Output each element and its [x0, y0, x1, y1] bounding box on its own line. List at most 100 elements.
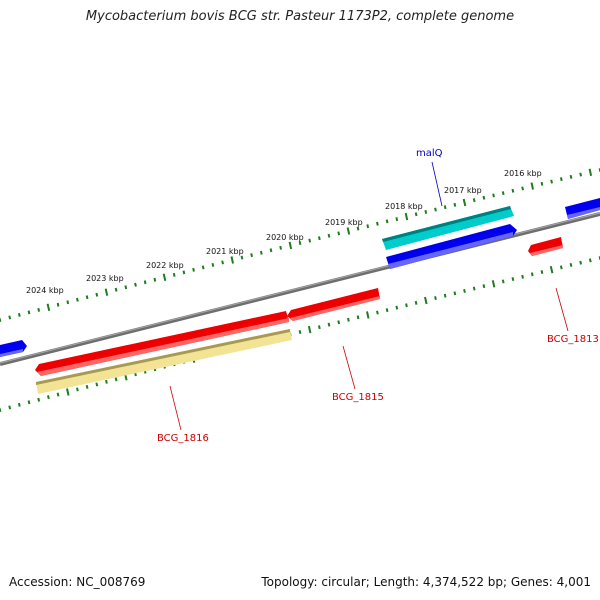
gene-BCG_1816[interactable] — [35, 311, 289, 376]
minor-tick — [56, 302, 60, 307]
minor-tick — [221, 260, 224, 265]
minor-tick — [298, 241, 302, 246]
minor-tick — [153, 277, 157, 282]
kbp-label-2024: 2024 kbp — [26, 286, 64, 295]
minor-tick — [356, 226, 360, 231]
minor-tick — [453, 291, 457, 296]
minor-tick — [18, 313, 21, 317]
minor-tick — [259, 250, 263, 255]
minor-tick — [124, 285, 128, 290]
gene-forward-left[interactable] — [0, 340, 27, 357]
minor-tick — [579, 260, 582, 265]
minor-tick — [8, 315, 12, 320]
minor-tick — [569, 262, 573, 267]
major-tick — [66, 388, 70, 396]
genome-backbone-highlight — [0, 212, 600, 364]
minor-tick — [511, 188, 515, 193]
minor-tick — [318, 325, 321, 330]
major-tick — [288, 241, 293, 250]
minor-tick — [47, 395, 50, 400]
minor-tick — [501, 191, 505, 196]
major-tick — [46, 303, 51, 312]
minor-tick — [27, 310, 31, 315]
minor-tick — [172, 272, 176, 277]
major-tick — [230, 256, 234, 264]
minor-tick — [37, 307, 41, 312]
minor-tick — [327, 233, 331, 238]
kbp-label-2019: 2019 kbp — [325, 218, 363, 227]
major-tick — [424, 296, 428, 305]
gene-BCG_1815[interactable] — [287, 288, 380, 321]
minor-tick — [463, 288, 466, 293]
minor-tick — [85, 384, 89, 389]
minor-tick — [240, 255, 244, 260]
minor-tick — [511, 277, 515, 282]
minor-tick — [143, 280, 147, 285]
kbp-label-2017: 2017 kbp — [444, 186, 482, 195]
minor-tick — [27, 400, 31, 405]
kbp-label-2023: 2023 kbp — [86, 274, 124, 283]
major-tick — [462, 198, 467, 207]
minor-tick — [376, 221, 379, 226]
gene-label-malQ[interactable]: malQ — [416, 148, 443, 159]
major-tick — [104, 288, 109, 296]
minor-tick — [269, 248, 273, 253]
accession-text: Accession: NC_008769 — [9, 575, 146, 589]
minor-tick — [521, 274, 524, 279]
kbp-label-2021: 2021 kbp — [206, 247, 244, 256]
minor-tick — [76, 387, 79, 392]
major-tick — [549, 265, 554, 274]
minor-tick — [37, 397, 41, 402]
minor-tick — [201, 265, 205, 270]
gene-BCG_1813[interactable] — [528, 237, 563, 256]
kbp-label-2022: 2022 kbp — [146, 261, 184, 270]
minor-tick — [385, 219, 389, 224]
major-tick — [404, 212, 409, 221]
minor-tick — [95, 292, 99, 297]
gene-label-BCG_1813[interactable]: BCG_1813 — [547, 334, 599, 345]
malQ-leader — [431, 161, 443, 207]
major-tick — [366, 311, 370, 319]
minor-tick — [443, 205, 447, 210]
major-tick — [346, 227, 351, 235]
minor-tick — [588, 258, 592, 263]
gene-label-BCG_1816[interactable]: BCG_1816 — [157, 433, 209, 444]
minor-tick — [434, 296, 437, 301]
minor-tick — [211, 262, 215, 267]
minor-tick — [501, 279, 505, 284]
minor-tick — [395, 217, 399, 222]
minor-tick — [95, 382, 99, 387]
minor-tick — [56, 392, 60, 397]
minor-tick — [550, 179, 553, 184]
gene-malQ[interactable] — [382, 206, 514, 250]
minor-tick — [250, 253, 253, 258]
minor-tick — [327, 322, 331, 327]
gene-forward-2017[interactable] — [386, 224, 517, 269]
gene-BCG_1816-pseudo[interactable] — [36, 329, 292, 394]
major-tick — [530, 182, 534, 190]
minor-tick — [530, 272, 534, 277]
minor-tick — [472, 286, 476, 291]
minor-tick — [66, 300, 70, 305]
minor-tick — [18, 402, 21, 407]
minor-tick — [414, 212, 418, 217]
major-tick — [162, 273, 167, 282]
minor-tick — [337, 231, 341, 236]
kbp-label-2020: 2020 kbp — [266, 233, 304, 242]
minor-tick — [134, 282, 137, 287]
minor-tick — [559, 177, 563, 182]
kbp-label-2018: 2018 kbp — [385, 202, 423, 211]
minor-tick — [385, 308, 389, 313]
minor-tick — [114, 377, 118, 382]
minor-tick — [76, 297, 79, 302]
minor-tick — [114, 287, 118, 292]
minor-tick — [105, 379, 108, 384]
minor-tick — [414, 300, 418, 305]
gene-label-BCG_1815[interactable]: BCG_1815 — [332, 392, 384, 403]
page-title: Mycobacterium bovis BCG str. Pasteur 117… — [85, 9, 515, 24]
gene-forward-2016[interactable] — [565, 198, 600, 219]
major-tick — [491, 280, 496, 288]
minor-tick — [376, 310, 379, 315]
minor-tick — [318, 236, 321, 241]
